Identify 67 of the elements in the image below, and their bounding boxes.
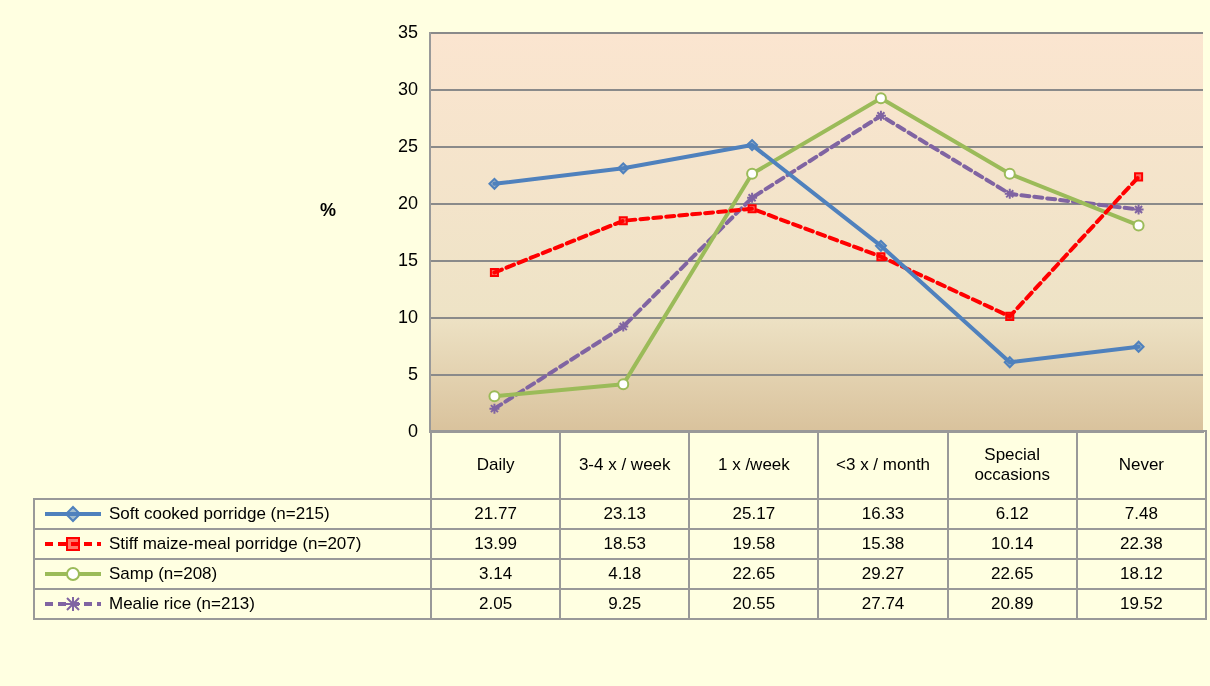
point xyxy=(489,267,499,278)
point xyxy=(874,109,887,122)
legend-label: Soft cooked porridge (n=215) xyxy=(109,503,330,523)
y-tick-label: 10 xyxy=(397,306,419,327)
point xyxy=(876,252,886,262)
legend-label: Stiff maize-meal porridge (n=207) xyxy=(109,533,362,553)
y-tick-label: 30 xyxy=(397,78,419,99)
data-label: 21.77 xyxy=(431,499,561,529)
data-label: 20.89 xyxy=(947,589,1077,619)
data-label: 18.53 xyxy=(560,529,690,559)
point xyxy=(488,177,501,190)
point xyxy=(617,162,630,175)
data-label: 3.14 xyxy=(431,559,561,589)
point xyxy=(746,191,759,204)
point xyxy=(1005,311,1015,321)
data-label: 25.17 xyxy=(689,499,819,529)
legend-label: Samp (n=208) xyxy=(109,563,218,583)
x-tick-label: 1 x /week xyxy=(689,431,819,499)
data-label: 18.12 xyxy=(1076,559,1206,589)
data-label: 27.74 xyxy=(818,589,948,619)
point xyxy=(1132,340,1145,353)
point xyxy=(488,402,501,415)
data-label: 2.05 xyxy=(431,589,561,619)
data-label: 7.48 xyxy=(1076,499,1206,529)
y-tick-label: 5 xyxy=(408,363,419,384)
point xyxy=(1003,187,1016,200)
data-label: 6.12 xyxy=(947,499,1077,529)
point xyxy=(617,320,630,333)
data-label: 23.13 xyxy=(560,499,690,529)
point xyxy=(1132,203,1145,216)
point xyxy=(1003,356,1016,369)
point xyxy=(618,216,628,226)
data-label: 22.65 xyxy=(689,559,819,589)
data-label: 29.27 xyxy=(818,559,948,589)
data-label: 13.99 xyxy=(431,529,561,559)
data-label: 19.52 xyxy=(1076,589,1206,619)
y-axis-title: % xyxy=(320,200,337,221)
point xyxy=(1134,172,1144,182)
point xyxy=(617,378,630,391)
point xyxy=(747,204,757,214)
y-tick-label: 35 xyxy=(397,21,419,42)
y-tick-label: 0 xyxy=(408,420,419,441)
legend-label: Mealie rice (n=213) xyxy=(109,593,255,613)
point xyxy=(488,390,501,403)
x-tick-label: Never xyxy=(1076,431,1206,499)
data-label: 9.25 xyxy=(560,589,690,619)
data-label: 4.18 xyxy=(560,559,690,589)
point xyxy=(746,167,759,180)
point xyxy=(1132,219,1145,232)
y-tick-label: 25 xyxy=(397,135,419,156)
data-label: 22.65 xyxy=(947,559,1077,589)
x-tick-label: Special occasions xyxy=(947,431,1077,499)
data-label: 15.38 xyxy=(818,529,948,559)
data-label: 20.55 xyxy=(689,589,819,619)
x-tick-label: 3-4 x / week xyxy=(560,431,690,499)
data-label: 22.38 xyxy=(1076,529,1206,559)
point xyxy=(874,239,887,252)
point xyxy=(874,92,887,105)
point xyxy=(746,139,759,152)
data-label: 16.33 xyxy=(818,499,948,529)
point xyxy=(1003,167,1016,180)
y-tick-label: 15 xyxy=(397,249,419,270)
y-tick-label: 20 xyxy=(397,192,419,213)
x-tick-label: <3 x / month xyxy=(818,431,948,499)
data-label: 10.14 xyxy=(947,529,1077,559)
data-label: 19.58 xyxy=(689,529,819,559)
x-tick-label: Daily xyxy=(431,431,561,499)
